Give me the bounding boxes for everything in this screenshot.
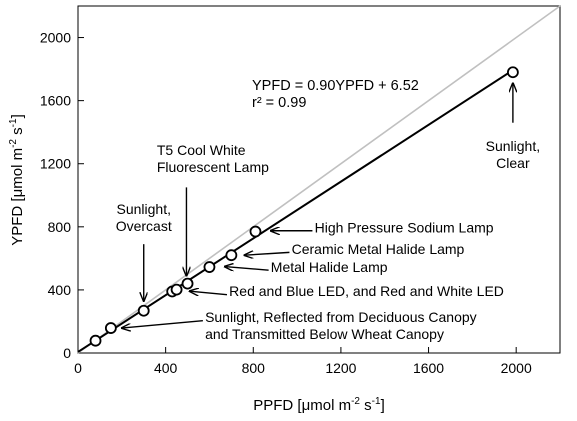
annotation-label: Sunlight, Reflected from Deciduous Canop… — [205, 309, 477, 342]
annotation-label: Red and Blue LED, and Red and White LED — [229, 283, 504, 299]
identity-line — [77, 5, 561, 354]
annotation-hps-lamp: High Pressure Sodium Lamp — [271, 219, 494, 235]
data-points — [89, 66, 519, 347]
annotation-t5-cool-white: T5 Cool White Fluorescent Lamp — [157, 142, 269, 276]
r-squared: r² = 0.99 — [252, 95, 306, 111]
x-tick-label: 400 — [154, 360, 178, 376]
annotation-cmh-lamp: Ceramic Metal Halide Lamp — [245, 241, 465, 257]
annotation-label: Ceramic Metal Halide Lamp — [292, 241, 465, 257]
annotation-sunlight-clear: Sunlight, Clear — [486, 83, 540, 171]
data-point — [249, 225, 262, 238]
data-point — [170, 283, 183, 296]
annotation-label: Metal Halide Lamp — [271, 259, 388, 275]
regression-line-path — [77, 69, 514, 353]
regression-equation: YPFD = 0.90YPFD + 6.52 — [252, 78, 419, 94]
annotation-sunlight-overcast: Sunlight, Overcast — [116, 201, 172, 301]
annotation-arrow — [245, 252, 290, 255]
y-tick-label: 800 — [48, 219, 72, 235]
x-tick-label: 2000 — [501, 360, 532, 376]
x-tick-label: 0 — [74, 360, 82, 376]
x-axis-title: PPFD [μmol m-2 s-1] — [253, 396, 385, 414]
plot-frame — [77, 5, 561, 354]
annotation-arrow — [225, 267, 269, 271]
data-point — [225, 249, 238, 262]
y-axis-title: YPFD [μmol m-2 s-1] — [8, 114, 26, 246]
identity-line-path — [77, 5, 561, 354]
data-point — [89, 334, 102, 347]
annotation-led: Red and Blue LED, and Red and White LED — [190, 283, 504, 299]
data-point — [506, 66, 519, 79]
data-point — [104, 322, 117, 334]
axis-ticks: 0 400 800 1200 1600 2000 0 400 800 1200 1600 2000 — [40, 30, 532, 376]
y-tick-label: 400 — [48, 282, 72, 298]
annotation-mh-lamp: Metal Halide Lamp — [225, 259, 388, 275]
annotation-arrow — [122, 319, 203, 328]
regression-line — [77, 69, 514, 353]
annotation-label: T5 Cool White Fluorescent Lamp — [157, 142, 269, 175]
x-tick-label: 1200 — [325, 360, 356, 376]
x-tick-label: 800 — [242, 360, 266, 376]
x-tick-label: 1600 — [413, 360, 444, 376]
y-tick-label: 1200 — [40, 156, 71, 172]
data-point — [137, 304, 150, 317]
annotation-label: Sunlight, Overcast — [116, 201, 172, 234]
y-tick-label: 1600 — [40, 93, 71, 109]
y-tick-label: 0 — [63, 345, 71, 361]
annotation-label: High Pressure Sodium Lamp — [315, 219, 494, 235]
annotations: Sunlight, Clear T5 Cool White Fluorescent L… — [116, 83, 540, 342]
annotation-reflected-transmitted: Sunlight, Reflected from Deciduous Canop… — [122, 309, 477, 342]
y-tick-label: 2000 — [40, 30, 71, 46]
annotation-label: Sunlight, Clear — [486, 138, 540, 171]
data-point — [181, 277, 194, 290]
data-point — [203, 261, 216, 273]
annotation-arrow — [190, 291, 228, 294]
